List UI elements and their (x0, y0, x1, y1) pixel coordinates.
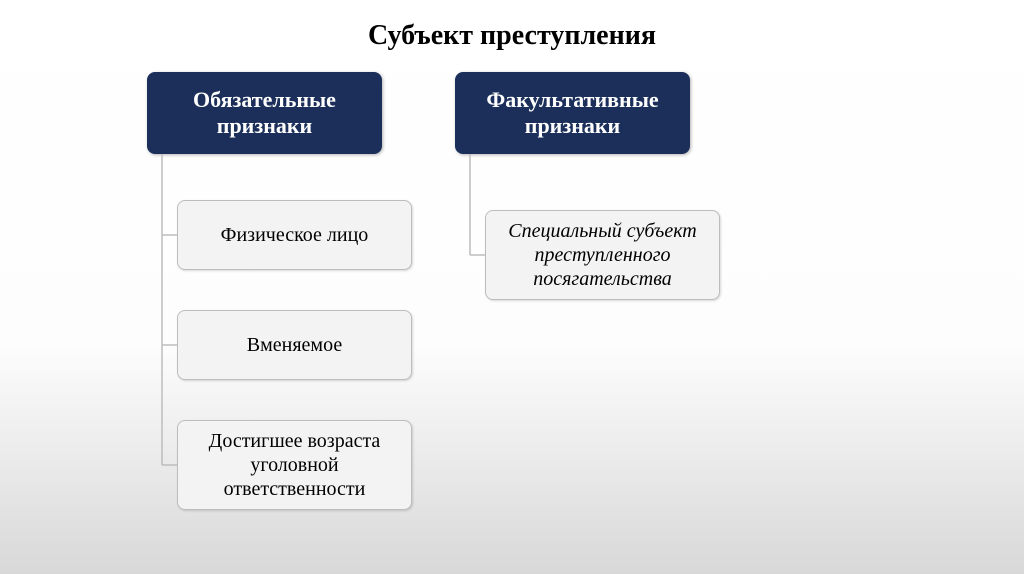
child-sane: Вменяемое (177, 310, 412, 380)
child-physical-person: Физическое лицо (177, 200, 412, 270)
child-special-subject: Специальный субъект преступленного посяг… (485, 210, 720, 300)
header-mandatory: Обязательные признаки (147, 72, 382, 154)
header-optional: Факультативные признаки (455, 72, 690, 154)
page-title: Субъект преступления (0, 20, 1024, 52)
child-age: Достигшее возраста уголовной ответственн… (177, 420, 412, 510)
